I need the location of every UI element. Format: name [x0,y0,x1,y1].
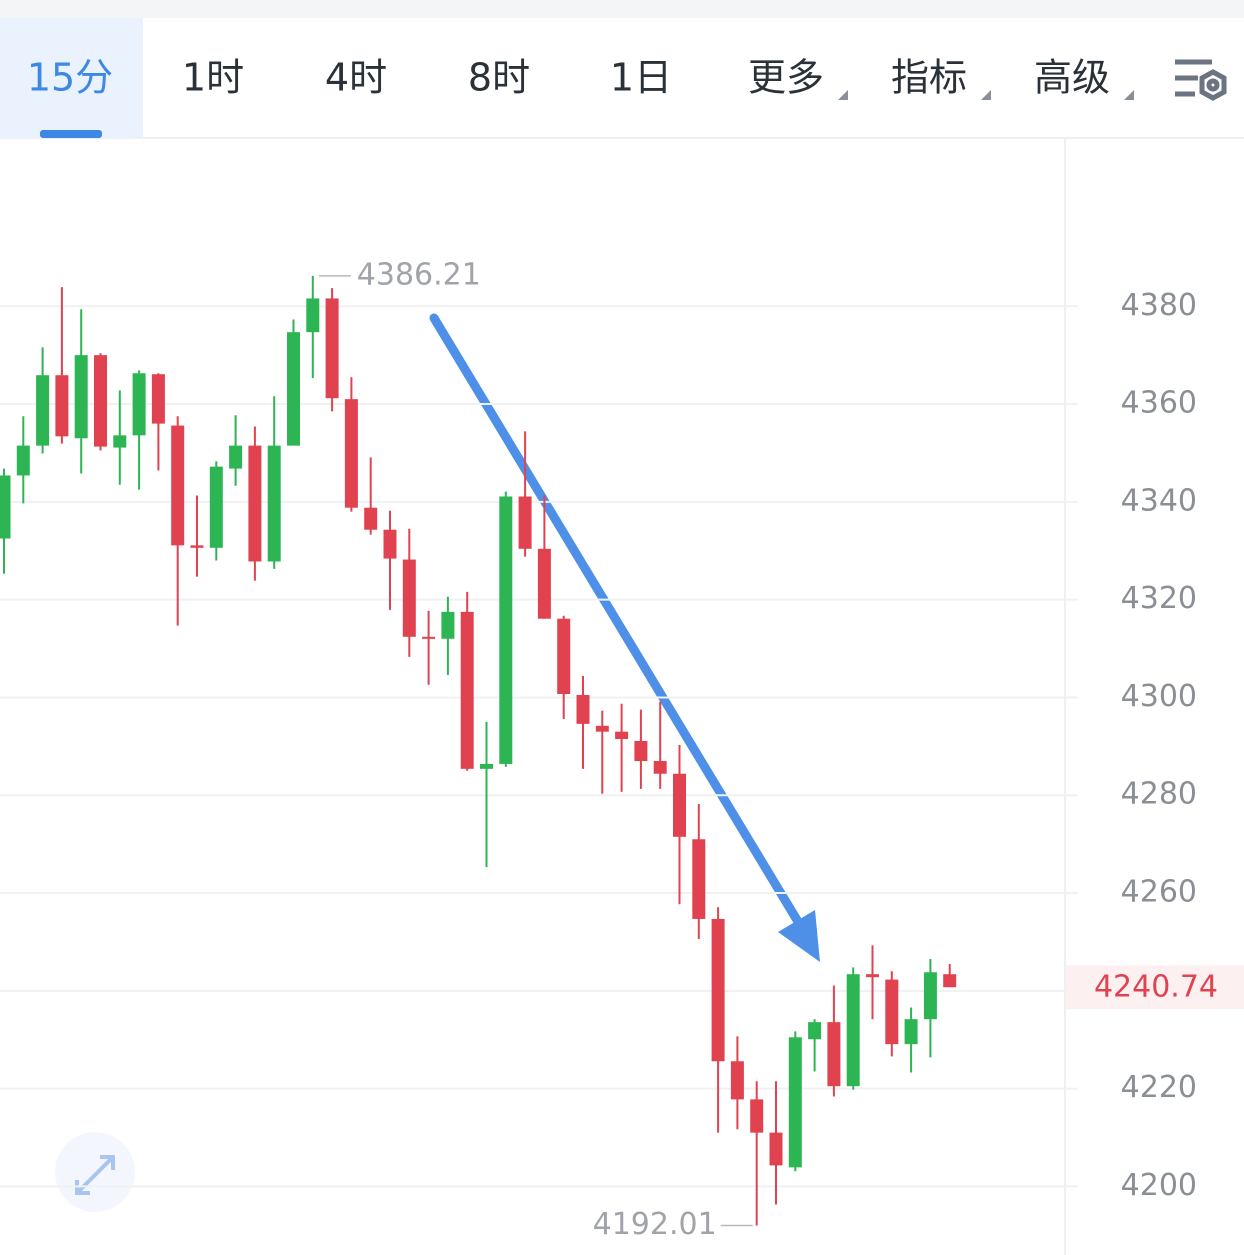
candle-body [943,974,957,988]
active-tab-indicator [40,130,102,138]
y-tick-label: 4280 [1121,777,1197,812]
candle-body [402,559,416,637]
tab-label[interactable]: 更多 [748,56,824,100]
candle-body [248,445,262,562]
max-label: 4386.21 [357,257,481,292]
y-tick-label: 4380 [1121,288,1197,323]
candle-body [653,761,667,774]
candle-body [537,548,551,619]
candle-body [325,298,339,399]
dropdown-triangle [1124,90,1134,100]
candle-body [0,475,11,539]
tabs: 15分 1时 4时 8时 1日 更多 指标 高级 [0,18,1134,138]
candle-body [383,529,397,559]
candle-body [422,636,436,639]
candle-body [518,496,532,549]
settings-icon[interactable] [1175,59,1227,101]
candle-body [151,374,165,424]
dropdown-triangle [838,90,848,100]
y-tick-label: 4300 [1121,679,1197,714]
active-tab-bg [0,18,143,138]
candle-body [827,1022,841,1087]
candle-body [595,725,609,732]
y-tick-label: 4220 [1121,1070,1197,1105]
tab-label[interactable]: 15分 [27,56,113,100]
tab-label[interactable]: 高级 [1034,56,1110,100]
tab-label[interactable]: 1时 [182,56,244,100]
candle-body [904,1019,918,1045]
candle-body [923,972,937,1020]
dropdown-triangle [981,90,991,100]
candle-body [557,618,571,695]
expand-button[interactable] [55,1132,135,1212]
candle-body [480,763,493,769]
candle-body [344,399,358,508]
candle-body [306,298,320,333]
y-tick-label: 4340 [1121,483,1197,518]
candle-body [287,332,300,446]
candle-body [113,435,127,448]
candle-body [788,1037,802,1168]
y-tick-label: 4360 [1121,386,1197,421]
candle-body [885,979,899,1045]
candle-body [441,611,455,639]
candle-body [615,731,629,740]
candle-body [190,545,204,548]
candle-body [267,445,281,562]
candle-body [229,445,243,469]
candle-body [750,1099,764,1133]
tab-bar [0,18,1244,138]
candle-body [499,496,513,764]
tab-label[interactable]: 1日 [610,56,672,100]
plot-area: 4200422042404260428043004320434043604380… [0,257,1244,1242]
candle-body [94,355,107,447]
candle-body [808,1022,822,1040]
candle-body [460,611,474,769]
min-label: 4192.01 [593,1207,717,1242]
candle-body [711,918,725,1062]
candle-body [74,355,88,439]
annotation-arrow [429,313,820,962]
tab-label[interactable]: 4时 [325,56,387,100]
tab-label[interactable]: 8时 [468,56,530,100]
candle-body [36,375,50,446]
candle-body [634,740,648,762]
candle-body [171,425,185,546]
candle-body [866,974,879,978]
candle-body [692,839,706,919]
y-tick-label: 4200 [1121,1168,1197,1203]
candle-body [209,466,223,548]
y-tick-label: 4260 [1121,875,1197,910]
tab-label[interactable]: 指标 [891,56,967,100]
y-tick-label: 4320 [1121,581,1197,616]
candle-body [846,974,860,1087]
top-strip [0,0,1244,18]
candle-body [769,1132,783,1166]
candle-body [730,1061,744,1100]
candle-body [55,375,69,437]
candle-body [576,695,590,724]
last-price-label: 4240.74 [1094,970,1218,1005]
candle-body [132,373,146,436]
last-price-bg [1066,965,1244,1010]
candle-body [364,507,378,530]
candle-body [673,773,686,837]
candle-body [16,445,30,476]
